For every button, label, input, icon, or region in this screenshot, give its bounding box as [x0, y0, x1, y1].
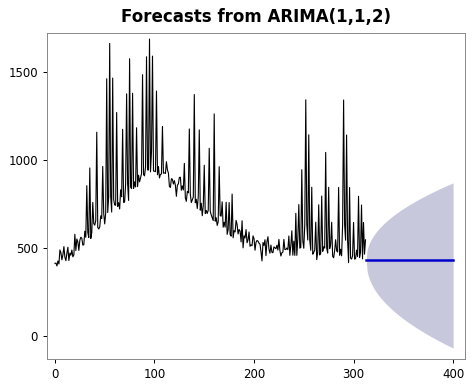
Title: Forecasts from ARIMA(1,1,2): Forecasts from ARIMA(1,1,2) [121, 8, 391, 26]
